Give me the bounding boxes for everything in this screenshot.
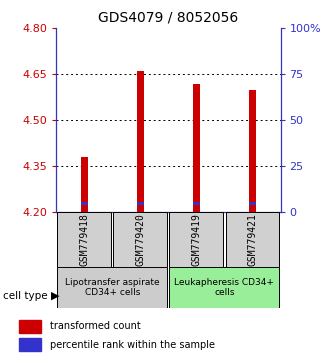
- Text: GSM779421: GSM779421: [248, 213, 257, 266]
- Bar: [57, 212, 111, 267]
- Bar: [225, 212, 280, 267]
- Text: percentile rank within the sample: percentile rank within the sample: [50, 339, 215, 350]
- Bar: [169, 212, 223, 267]
- Title: GDS4079 / 8052056: GDS4079 / 8052056: [98, 10, 239, 24]
- Text: cell type: cell type: [3, 291, 48, 301]
- Bar: [81, 157, 87, 212]
- Text: ▶: ▶: [51, 291, 60, 301]
- Bar: [249, 90, 256, 212]
- Bar: [19, 338, 41, 351]
- Text: GSM779418: GSM779418: [79, 213, 89, 266]
- Bar: [137, 71, 144, 212]
- Bar: [193, 202, 200, 205]
- Bar: [81, 202, 87, 205]
- Bar: [169, 267, 280, 308]
- Bar: [19, 320, 41, 333]
- Text: transformed count: transformed count: [50, 321, 141, 331]
- Text: GSM779419: GSM779419: [191, 213, 201, 266]
- Bar: [249, 202, 256, 205]
- Bar: [193, 84, 200, 212]
- Text: Leukapheresis CD34+
cells: Leukapheresis CD34+ cells: [175, 278, 274, 297]
- Bar: [113, 212, 167, 267]
- Text: Lipotransfer aspirate
CD34+ cells: Lipotransfer aspirate CD34+ cells: [65, 278, 159, 297]
- Bar: [137, 202, 144, 205]
- Bar: [57, 267, 167, 308]
- Text: GSM779420: GSM779420: [135, 213, 145, 266]
